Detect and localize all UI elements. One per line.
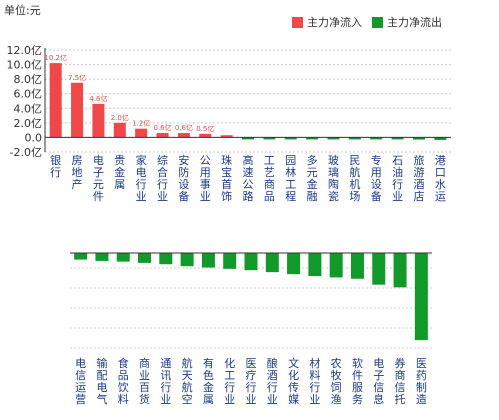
bar [242,137,254,140]
bar [199,133,212,138]
y-tick-label: 6.0亿 [14,88,43,101]
y-tick-label: 8.0亿 [14,73,43,86]
bar [223,253,237,269]
x-tick-label: 港口水运 [435,154,446,203]
x-tick-label: 电信运营 [75,357,86,406]
bar [308,253,322,277]
legend-outflow[interactable]: 主力净流出 [372,14,442,30]
x-tick-label: 综合行业 [157,153,168,203]
bar [414,253,428,341]
x-tick-label: 材料行业 [309,356,320,406]
bar [265,253,279,273]
x-tick-label: 安防设备 [178,153,189,203]
x-tick-label: 多元金融 [307,153,318,203]
x-tick-label: 软件服务 [352,356,363,406]
x-tick-label: 文化传媒 [288,356,299,406]
data-label: 0.6亿 [175,123,193,132]
x-tick-label: 银行 [50,153,61,179]
bar [159,253,173,265]
x-tick-label: 园林工程 [285,154,296,203]
y-tick-label: 10.0亿 [7,59,43,72]
x-tick-label: 公用事业 [200,154,211,203]
x-tick-label: 家电行业 [136,153,147,203]
x-tick-label: 有色金属 [203,356,214,406]
bar [391,137,404,140]
x-tick-label: 券商信托 [395,356,406,406]
data-label: 2.0亿 [111,113,129,122]
x-tick-label: 酿酒行业 [267,356,278,406]
bar [201,253,215,268]
x-tick-label: 医药制造 [416,357,427,406]
x-tick-label: 商业百货 [139,356,150,406]
bar [263,137,276,140]
bar [135,128,148,138]
x-tick-label: 石油行业 [392,154,403,203]
x-tick-label: 通讯行业 [160,357,171,406]
x-tick-label: 房地产 [72,154,83,191]
legend-inflow[interactable]: 主力净流入 [292,14,362,30]
bar [71,82,84,138]
x-tick-label: 电子信息 [373,357,384,406]
bar [393,253,407,288]
bar [348,137,361,140]
y-tick-label: -2.0亿 [10,146,42,159]
x-tick-label: 旅游酒店 [413,153,424,203]
x-tick-label: 食品饮料 [118,356,129,406]
data-label: 4.6亿 [89,94,107,103]
x-tick-label: 民航机场 [349,154,360,203]
y-tick-label: 12.0亿 [7,44,43,57]
y-tick-label: 4.0亿 [14,102,43,115]
bar [244,253,258,271]
bar [49,63,62,138]
legend-inflow-label: 主力净流入 [307,16,362,29]
legend-inflow-swatch [292,16,303,28]
bar [327,137,340,140]
x-tick-label: 化工行业 [224,356,235,406]
x-tick-label: 高速公路 [243,153,254,203]
x-tick-label: 玻璃陶瓷 [328,154,339,203]
x-tick-label: 专用设备 [371,153,382,203]
y-tick-label: 2.0亿 [14,117,43,130]
bar [156,133,169,138]
bar [220,135,233,138]
bar [372,253,386,285]
bar [95,253,109,261]
bar [434,137,447,140]
data-label: 0.6亿 [153,123,171,132]
x-tick-label: 电子元件 [93,154,104,203]
bar [74,253,88,260]
bar [284,137,297,140]
bar [412,137,425,140]
x-tick-label: 医疗行业 [246,357,257,406]
x-tick-label: 航天航空 [182,356,193,406]
bar [177,133,190,138]
x-tick-label: 农牧饲渔 [331,356,342,406]
bar [370,137,383,140]
bar [113,122,126,138]
x-tick-label: 工艺商品 [264,154,275,203]
bar [180,253,194,267]
data-label: 7.5亿 [68,73,86,82]
x-tick-label: 贵金属 [114,154,125,191]
bar [350,253,364,279]
bar [329,253,343,278]
legend-outflow-swatch [372,16,383,28]
bar [116,253,130,262]
bar [92,103,105,138]
x-tick-label: 输配电气 [96,356,107,406]
unit-label: 单位:元 [4,4,41,17]
legend-outflow-label: 主力净流出 [387,16,442,29]
x-tick-label: 珠宝首饰 [221,153,232,203]
data-label: 1.2亿 [132,119,150,128]
bar [138,253,152,263]
bar [306,137,319,140]
bar [287,253,301,275]
data-label: 10.2亿 [44,53,67,62]
y-tick-label: 0.0 [25,131,43,144]
data-label: 0.5亿 [196,124,214,133]
